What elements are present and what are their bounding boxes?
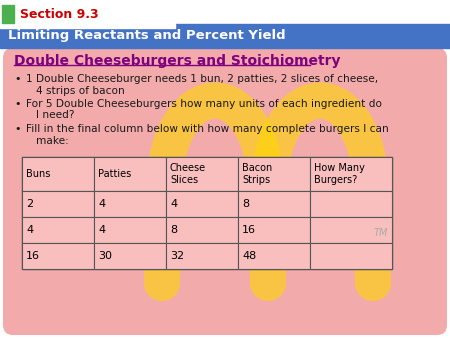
Bar [94,191,166,217]
Bar [22,191,94,217]
Text: •: • [14,99,21,109]
Text: For 5 Double Cheeseburgers how many units of each ingredient do: For 5 Double Cheeseburgers how many unit… [26,99,382,109]
Text: •: • [14,124,21,134]
Bar [22,157,94,191]
Bar [166,191,238,217]
Text: 4: 4 [26,225,33,235]
FancyBboxPatch shape [0,0,175,28]
Text: 4 strips of bacon: 4 strips of bacon [36,86,125,96]
Text: I need?: I need? [36,111,75,121]
Bar [238,191,310,217]
Bar [94,217,166,243]
Bar [238,217,310,243]
Text: 4: 4 [98,199,105,209]
Text: Buns: Buns [26,169,50,179]
Text: 32: 32 [170,251,184,261]
Text: 4: 4 [170,199,177,209]
Text: Bacon
Strips: Bacon Strips [242,163,272,185]
Bar [22,157,392,269]
Bar [310,243,392,269]
Bar [0,14,175,28]
Text: 8: 8 [242,199,249,209]
Text: 2: 2 [26,199,33,209]
Text: Patties: Patties [98,169,131,179]
Text: Double Cheeseburgers and Stoichiometry: Double Cheeseburgers and Stoichiometry [14,54,341,68]
Text: 16: 16 [26,251,40,261]
Text: 8: 8 [170,225,177,235]
Text: Section 9.3: Section 9.3 [20,7,99,21]
Bar [166,157,238,191]
Text: 48: 48 [242,251,256,261]
Text: Cheese
Slices: Cheese Slices [170,163,206,185]
Bar [310,191,392,217]
Text: make:: make: [36,136,69,145]
Text: 30: 30 [98,251,112,261]
Bar [310,217,392,243]
Bar [238,157,310,191]
Bar [22,217,94,243]
FancyBboxPatch shape [3,48,447,335]
Bar [94,157,166,191]
Text: Fill in the final column below with how many complete burgers I can: Fill in the final column below with how … [26,124,389,134]
Text: 4: 4 [98,225,105,235]
Bar [2,5,14,23]
Bar [166,217,238,243]
Text: How Many
Burgers?: How Many Burgers? [314,163,365,185]
Bar [94,243,166,269]
Text: 16: 16 [242,225,256,235]
Bar [22,243,94,269]
Text: Limiting Reactants and Percent Yield: Limiting Reactants and Percent Yield [8,29,286,43]
Text: 1 Double Cheeseburger needs 1 bun, 2 patties, 2 slices of cheese,: 1 Double Cheeseburger needs 1 bun, 2 pat… [26,74,378,84]
Bar [0,24,450,48]
Bar [238,243,310,269]
Text: •: • [14,74,21,84]
Bar [166,243,238,269]
Text: TM: TM [374,228,388,238]
Bar [310,157,392,191]
